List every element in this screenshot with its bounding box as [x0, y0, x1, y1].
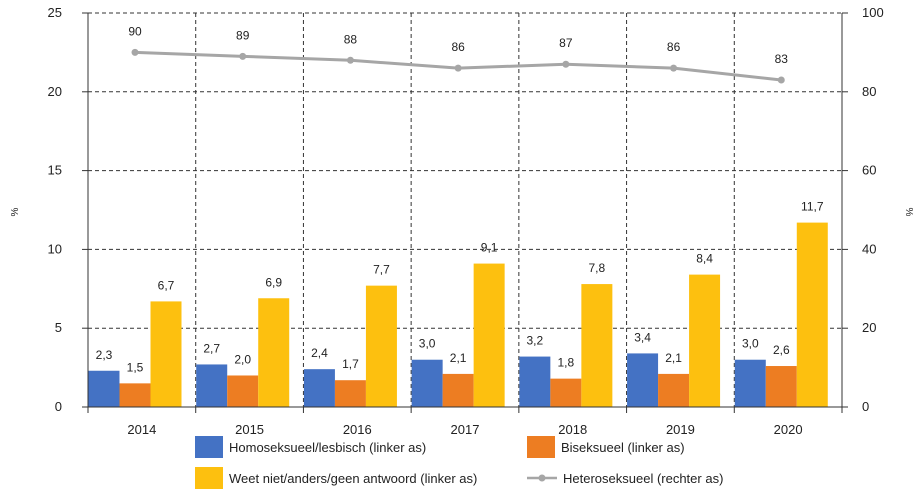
y-tick-label: 25	[48, 5, 62, 20]
y2-tick-label: 80	[862, 84, 876, 99]
legend-label: Biseksueel (linker as)	[561, 440, 685, 455]
bar	[796, 222, 828, 407]
bar	[119, 383, 151, 407]
data-label: 3,4	[634, 330, 651, 344]
data-label: 83	[775, 52, 789, 66]
x-tick-label: 2019	[666, 422, 695, 437]
legend-swatch	[527, 436, 555, 458]
legend-swatch	[195, 467, 223, 489]
line-series	[131, 48, 785, 84]
bar	[196, 364, 228, 407]
line-point	[454, 64, 462, 72]
y2-tick-label: 0	[862, 399, 869, 414]
data-label: 2,3	[96, 348, 113, 362]
bars	[88, 222, 828, 407]
data-label: 2,4	[311, 346, 328, 360]
data-label: 88	[344, 32, 358, 46]
data-label: 86	[667, 40, 681, 54]
bar	[473, 263, 505, 407]
data-label: 1,5	[127, 360, 144, 374]
legend-label: Homoseksueel/lesbisch (linker as)	[229, 440, 426, 455]
data-label: 2,1	[665, 351, 682, 365]
y2-tick-label: 100	[862, 5, 884, 20]
x-tick-label: 2018	[558, 422, 587, 437]
bar	[411, 359, 443, 407]
data-label: 8,4	[696, 252, 713, 266]
bar	[689, 274, 721, 407]
data-label: 6,9	[265, 275, 282, 289]
data-label: 2,7	[203, 341, 220, 355]
data-label: 7,8	[589, 261, 606, 275]
y2-tick-label: 20	[862, 320, 876, 335]
legend: Homoseksueel/lesbisch (linker as) Biseksu…	[195, 436, 723, 489]
data-label: 1,8	[558, 356, 575, 370]
data-labels: 2,3 2,7 2,4 3,0 3,2 3,4 3,0 1,5 2,0 1,7 2,1 1,8 2,1 2…	[96, 24, 824, 374]
y-tick-label: 0	[55, 399, 62, 414]
legend-swatch	[195, 436, 223, 458]
x-tick-label: 2017	[451, 422, 480, 437]
data-label: 2,6	[773, 343, 790, 357]
axes: 0 5 10 15 20 25 0 20 40 60 80 100 2014 2015 2016 2017 20…	[48, 5, 884, 437]
bar	[365, 285, 397, 407]
data-label: 2,0	[234, 352, 251, 366]
bar	[627, 353, 659, 407]
bar	[765, 366, 797, 407]
line-point	[777, 76, 785, 84]
legend-label: Heteroseksueel (rechter as)	[563, 471, 723, 486]
data-label: 89	[236, 28, 250, 42]
data-label: 90	[128, 24, 142, 38]
bar	[227, 375, 259, 407]
legend-label: Weet niet/anders/geen antwoord (linker a…	[229, 471, 477, 486]
data-label: 7,7	[373, 263, 390, 277]
bar	[734, 359, 766, 407]
data-label: 3,2	[527, 334, 544, 348]
bar	[519, 356, 551, 407]
line-point	[131, 48, 139, 56]
line-point	[670, 64, 678, 72]
data-label: 86	[451, 40, 465, 54]
data-label: 11,7	[801, 200, 824, 214]
bar	[658, 373, 690, 407]
data-label: 3,0	[742, 337, 759, 351]
bar	[150, 301, 182, 407]
x-tick-label: 2015	[235, 422, 264, 437]
data-label: 3,0	[419, 337, 436, 351]
bar	[303, 369, 335, 407]
y2-tick-label: 40	[862, 241, 876, 256]
data-label: 6,7	[158, 278, 175, 292]
bar	[88, 370, 120, 407]
x-tick-label: 2016	[343, 422, 372, 437]
x-tick-label: 2014	[127, 422, 156, 437]
data-label: 2,1	[450, 351, 467, 365]
data-label: 9,1	[481, 241, 498, 255]
line-point	[239, 52, 247, 60]
y2-tick-label: 60	[862, 163, 876, 178]
y-tick-label: 20	[48, 84, 62, 99]
y-tick-label: 5	[55, 320, 62, 335]
x-tick-label: 2020	[774, 422, 803, 437]
y2-axis-label: %	[903, 208, 913, 217]
y-tick-label: 15	[48, 163, 62, 178]
bar	[550, 378, 582, 407]
y-tick-label: 10	[48, 241, 62, 256]
bar	[334, 380, 366, 407]
line-point	[562, 60, 570, 68]
data-label: 1,7	[342, 357, 359, 371]
bar	[581, 284, 613, 407]
gridlines	[88, 12, 842, 407]
legend-swatch	[538, 474, 546, 482]
bar	[442, 373, 474, 407]
line-point	[346, 56, 354, 64]
y-axis-label: %	[10, 207, 21, 216]
data-label: 87	[559, 36, 573, 50]
bar	[258, 298, 290, 407]
